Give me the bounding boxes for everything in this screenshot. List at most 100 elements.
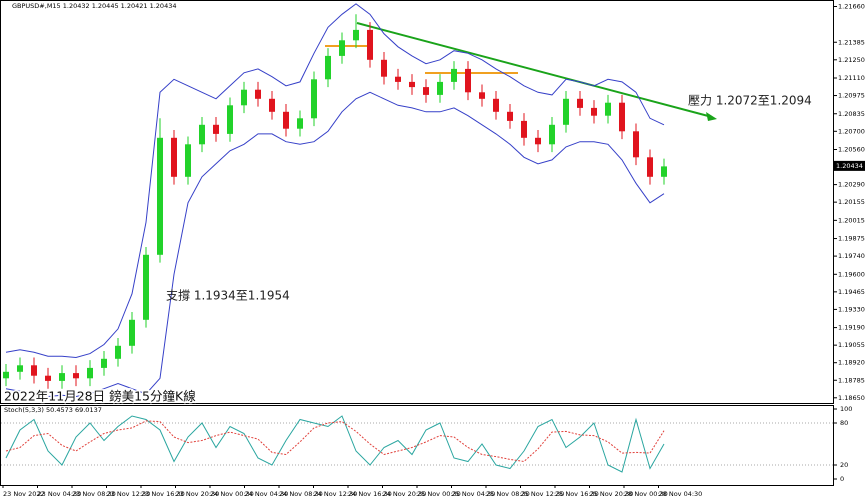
candle-body: [479, 92, 485, 99]
candle-body: [437, 81, 443, 95]
x-tick-label: 25 Nov 04:30: [452, 490, 496, 498]
x-tick-label: 24 Nov 20:30: [383, 490, 427, 498]
candle-body: [423, 87, 429, 95]
y-tick-label: 1.20155: [838, 198, 865, 206]
candle-body: [213, 124, 219, 134]
candle-body: [577, 98, 583, 108]
candle-body: [185, 144, 191, 177]
candle-body: [381, 59, 387, 77]
candle-body: [73, 373, 79, 379]
trend-arrow: [706, 112, 717, 121]
y-tick-label: 1.20835: [838, 110, 865, 118]
y-tick-label: 20: [840, 461, 848, 469]
y-tick-label: 1.18785: [838, 376, 865, 384]
y-tick-label: 1.20560: [838, 146, 865, 154]
candle-body: [45, 375, 51, 381]
x-tick-label: 25 Nov 08:30: [486, 490, 530, 498]
candle-body: [255, 89, 261, 99]
candle-body: [353, 29, 359, 41]
x-tick-label: 25 Nov 20:30: [590, 490, 634, 498]
candle-body: [493, 98, 499, 112]
y-tick-label: 1.21250: [838, 56, 865, 64]
y-tick-label: 1.20975: [838, 92, 865, 100]
annotation: 支撐 1.1934至1.1954: [166, 289, 290, 303]
y-tick-label: 1.19740: [838, 252, 865, 260]
y-tick-label: 1.18650: [838, 394, 865, 402]
candle-body: [619, 102, 625, 132]
chart-title: GBPUSD#,M15 1.20432 1.20445 1.20421 1.20…: [12, 2, 176, 10]
y-tick-label: 1.18920: [838, 359, 865, 367]
y-tick-label: 0: [840, 475, 844, 483]
candle-body: [227, 105, 233, 134]
y-tick-label: 80: [840, 419, 848, 427]
annotation: 2022年11月28日 鎊美15分鐘K線: [4, 389, 196, 404]
y-tick-label: 1.20700: [838, 127, 865, 135]
candle-body: [3, 371, 9, 379]
candle-body: [157, 137, 163, 255]
candle-body: [59, 373, 65, 381]
candle-body: [241, 89, 247, 106]
candle-body: [661, 166, 667, 177]
main-pane: [0, 0, 834, 404]
y-tick-label: 1.19055: [838, 341, 865, 349]
y-tick-label: 1.21385: [838, 38, 865, 46]
candle-body: [451, 68, 457, 82]
bollinger-band: [5, 3, 665, 359]
x-tick-label: 23 Nov 08:30: [72, 490, 116, 498]
stoch-title: Stoch(5,3,3) 50.4573 69.0137: [4, 406, 102, 414]
x-tick-label: 25 Nov 12:30: [521, 490, 565, 498]
candle-body: [605, 102, 611, 116]
stoch-line: [5, 415, 665, 473]
candle-body: [409, 81, 415, 88]
candle-body: [633, 131, 639, 158]
candle-body: [521, 120, 527, 138]
current-price-label: 1.20434: [836, 162, 863, 170]
x-tick-label: 24 Nov 16:30: [348, 490, 392, 498]
candle-body: [507, 111, 513, 121]
y-tick-label: 1.19190: [838, 324, 865, 332]
x-tick-label: 23 Nov 20:30: [176, 490, 220, 498]
x-tick-label: 25 Nov 00:30: [417, 490, 461, 498]
y-tick-label: 1.19465: [838, 288, 865, 296]
y-tick-label: 1.19600: [838, 270, 865, 278]
candle-body: [283, 111, 289, 129]
annotation: 壓力 1.2072至1.2094: [688, 94, 812, 108]
candle-body: [115, 345, 121, 359]
candle-body: [297, 118, 303, 129]
candle-body: [591, 107, 597, 116]
candle-body: [101, 358, 107, 368]
x-tick-label: 24 Nov 00:30: [210, 490, 254, 498]
candle-body: [129, 319, 135, 346]
y-tick-label: 1.20290: [838, 181, 865, 189]
y-tick-label: 1.21110: [838, 74, 865, 82]
y-tick-label: 1.19330: [838, 305, 865, 313]
candle-body: [647, 157, 653, 177]
x-tick-label: 23 Nov 2022: [3, 490, 45, 498]
candle-body: [535, 137, 541, 145]
candle-body: [269, 98, 275, 112]
x-tick-label: 24 Nov 08:30: [279, 490, 323, 498]
candle-body: [549, 124, 555, 145]
candle-body: [143, 254, 149, 320]
x-tick-label: 25 Nov 16:30: [555, 490, 599, 498]
candle-body: [465, 68, 471, 93]
x-tick-label: 23 Nov 04:30: [38, 490, 82, 498]
x-tick-label: 28 Nov 04:30: [659, 490, 703, 498]
x-tick-label: 23 Nov 12:30: [107, 490, 151, 498]
candle-body: [325, 55, 331, 80]
x-tick-label: 24 Nov 04:30: [245, 490, 289, 498]
x-tick-label: 24 Nov 12:30: [314, 490, 358, 498]
y-tick-label: 1.20015: [838, 216, 865, 224]
candle-body: [563, 98, 569, 125]
candle-body: [199, 124, 205, 145]
y-tick-label: 1.19875: [838, 235, 865, 243]
x-tick-label: 23 Nov 16:30: [141, 490, 185, 498]
candle-body: [311, 79, 317, 119]
trend-line: [356, 22, 713, 118]
bollinger-band: [5, 91, 665, 398]
candle-body: [339, 40, 345, 56]
candle-body: [395, 76, 401, 82]
y-tick-label: 100: [840, 405, 852, 413]
candle-body: [171, 137, 177, 177]
